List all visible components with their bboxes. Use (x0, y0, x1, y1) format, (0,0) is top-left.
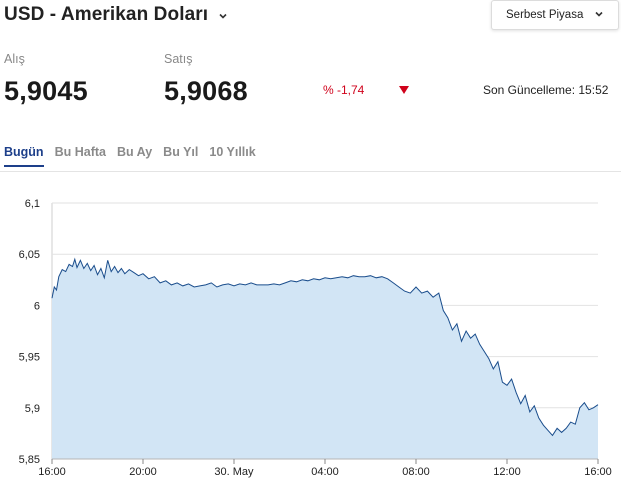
change-percent: % -1,74 (323, 83, 365, 97)
buy-value: 5,9045 (4, 76, 88, 106)
y-tick-label: 6,05 (19, 249, 40, 261)
series-line (51, 257, 599, 437)
x-tick-label: 12:00 (493, 466, 521, 478)
y-tick-label: 5,85 (19, 454, 40, 466)
period-tabs: Bugün Bu Hafta Bu Ay Bu Yıl 10 Yıllık (4, 145, 267, 167)
buy-label: Alış (4, 52, 25, 66)
sell-label: Satış (164, 52, 193, 66)
price-chart: 6,1 6,05 6 5,95 5,9 5,85 16:00 20:00 30. May 04:0… (0, 180, 621, 489)
series-area (52, 259, 598, 459)
chevron-down-icon[interactable] (218, 11, 228, 21)
title-row: USD - Amerikan Doları (4, 4, 228, 26)
x-tick-label: 16:00 (38, 466, 66, 478)
market-select[interactable]: Serbest Piyasa (491, 0, 619, 30)
last-updated: Son Güncelleme: 15:52 (483, 83, 609, 97)
market-select-label: Serbest Piyasa (506, 9, 584, 21)
tabs-divider (0, 171, 621, 172)
y-tick-label: 5,95 (19, 352, 40, 364)
tab-this-month[interactable]: Bu Ay (116, 145, 153, 159)
x-tick-label: 04:00 (311, 466, 339, 478)
tab-today[interactable]: Bugün (4, 145, 44, 167)
y-tick-label: 6 (34, 300, 40, 312)
x-tick-label: 08:00 (402, 466, 430, 478)
sell-value: 5,9068 (164, 76, 248, 106)
triangle-down-icon (399, 86, 409, 94)
tab-this-year[interactable]: Bu Yıl (163, 145, 199, 159)
chevron-down-icon (594, 9, 604, 22)
x-tick-label: 16:00 (584, 466, 612, 478)
y-tick-label: 6,1 (25, 198, 40, 210)
x-tick-label: 20:00 (129, 466, 157, 478)
y-tick-label: 5,9 (25, 403, 40, 415)
tab-this-week[interactable]: Bu Hafta (54, 145, 106, 159)
x-tick-label: 30. May (214, 466, 254, 478)
page-title: USD - Amerikan Doları (4, 4, 209, 25)
tab-10-years[interactable]: 10 Yıllık (209, 145, 256, 159)
